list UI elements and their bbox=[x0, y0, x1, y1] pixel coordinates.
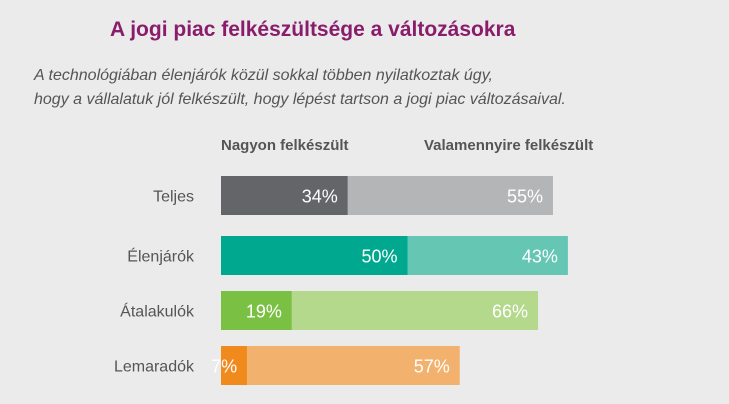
value-label-lemaradok-somewhat-prepared: 57% bbox=[414, 357, 450, 377]
bar-teljes-very-prepared bbox=[221, 176, 348, 215]
value-label-teljes-somewhat-prepared: 55% bbox=[507, 187, 543, 207]
value-label-atalakulok-very-prepared: 19% bbox=[246, 302, 282, 322]
subtitle-line-2: hogy a vállalatuk jól felkészült, hogy l… bbox=[34, 91, 566, 108]
bar-teljes-somewhat-prepared bbox=[347, 176, 553, 215]
bar-atalakulok-somewhat-prepared bbox=[291, 291, 539, 330]
bar-elenjarok-somewhat-prepared bbox=[407, 236, 568, 275]
chart-title: A jogi piac felkészültsége a változásokr… bbox=[110, 18, 516, 41]
bar-elenjarok-very-prepared bbox=[221, 236, 408, 275]
value-label-lemaradok-very-prepared: 7% bbox=[211, 357, 237, 377]
category-label-teljes: Teljes bbox=[153, 189, 194, 206]
value-label-elenjarok-very-prepared: 50% bbox=[361, 247, 397, 267]
bar-atalakulok-very-prepared bbox=[221, 291, 292, 330]
value-label-atalakulok-somewhat-prepared: 66% bbox=[492, 302, 528, 322]
subtitle-line-1: A technológiában élenjárók közül sokkal … bbox=[34, 67, 493, 84]
legend-very-prepared: Nagyon felkészült bbox=[221, 137, 349, 154]
value-label-elenjarok-somewhat-prepared: 43% bbox=[522, 247, 558, 267]
category-label-lemaradok: Lemaradók bbox=[114, 359, 195, 376]
category-label-elenjarok: Élenjárók bbox=[127, 247, 195, 266]
bar-lemaradok-somewhat-prepared bbox=[247, 346, 460, 385]
value-label-teljes-very-prepared: 34% bbox=[302, 187, 338, 207]
legend-somewhat-prepared: Valamennyire felkészült bbox=[424, 137, 594, 154]
category-label-atalakulok: Átalakulók bbox=[120, 302, 195, 321]
bar-lemaradok-very-prepared bbox=[221, 346, 248, 385]
chart-subtitle: A technológiában élenjárók közül sokkal … bbox=[34, 64, 566, 112]
